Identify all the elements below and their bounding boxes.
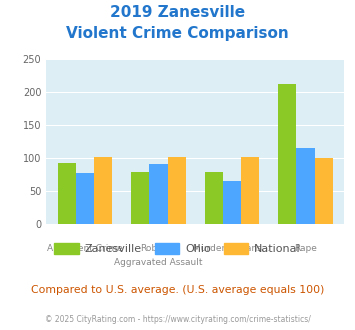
Bar [58,163,76,224]
Bar [94,157,112,224]
Bar [223,181,241,224]
Bar [149,164,168,224]
Bar [315,158,333,224]
Bar [168,157,186,224]
Bar [205,172,223,224]
Text: All Violent Crime: All Violent Crime [47,244,123,253]
Legend: Zanesville, Ohio, National: Zanesville, Ohio, National [50,238,305,258]
Text: 2019 Zanesville: 2019 Zanesville [110,5,245,20]
Text: Robbery: Robbery [140,244,178,253]
Text: © 2025 CityRating.com - https://www.cityrating.com/crime-statistics/: © 2025 CityRating.com - https://www.city… [45,315,310,324]
Text: Compared to U.S. average. (U.S. average equals 100): Compared to U.S. average. (U.S. average … [31,285,324,295]
Text: Murder & Mans...: Murder & Mans... [193,244,271,253]
Bar [131,172,149,224]
Bar [278,84,296,224]
Text: Aggravated Assault: Aggravated Assault [114,258,203,267]
Bar [76,173,94,224]
Bar [241,157,259,224]
Text: Rape: Rape [294,244,317,253]
Bar [296,148,315,224]
Text: Violent Crime Comparison: Violent Crime Comparison [66,26,289,41]
